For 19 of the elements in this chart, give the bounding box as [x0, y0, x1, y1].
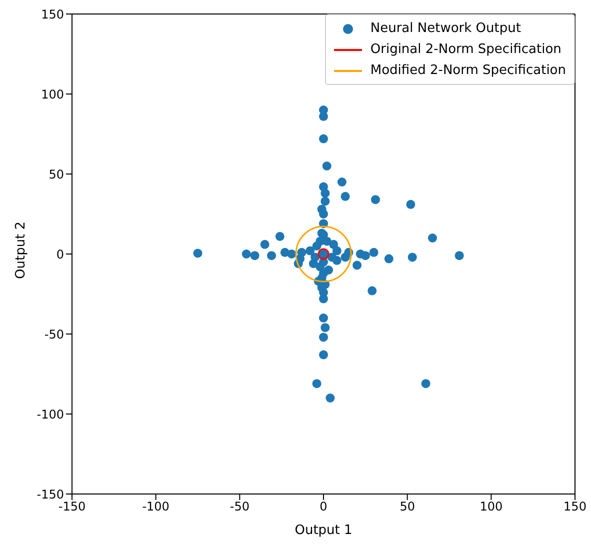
x-tick-label: -50: [230, 500, 250, 514]
y-tick-label: -100: [36, 407, 64, 422]
y-axis-title: Output 2: [14, 221, 29, 279]
annotation: Original 2-Norm Specification: [370, 42, 562, 57]
x-tick-label: -150: [58, 500, 86, 514]
legend-label: Neural Network Output: [370, 21, 521, 36]
y-tick-label: -50: [44, 327, 64, 342]
x-axis-title: Output 1: [294, 523, 352, 538]
x-tick-label: 50: [400, 500, 415, 514]
y-tick-label: 100: [41, 87, 64, 102]
y-tick-label: 150: [41, 7, 64, 22]
x-tick-label: 100: [480, 500, 503, 514]
y-tick-label: 0: [56, 247, 64, 262]
x-tick-label: 0: [320, 500, 328, 514]
annotation: Modified 2-Norm Specification: [370, 63, 566, 78]
y-tick-label: 50: [48, 167, 64, 182]
x-tick-label: 150: [564, 500, 586, 514]
x-tick-label: -100: [142, 500, 170, 514]
y-tick-label: -150: [36, 487, 64, 502]
